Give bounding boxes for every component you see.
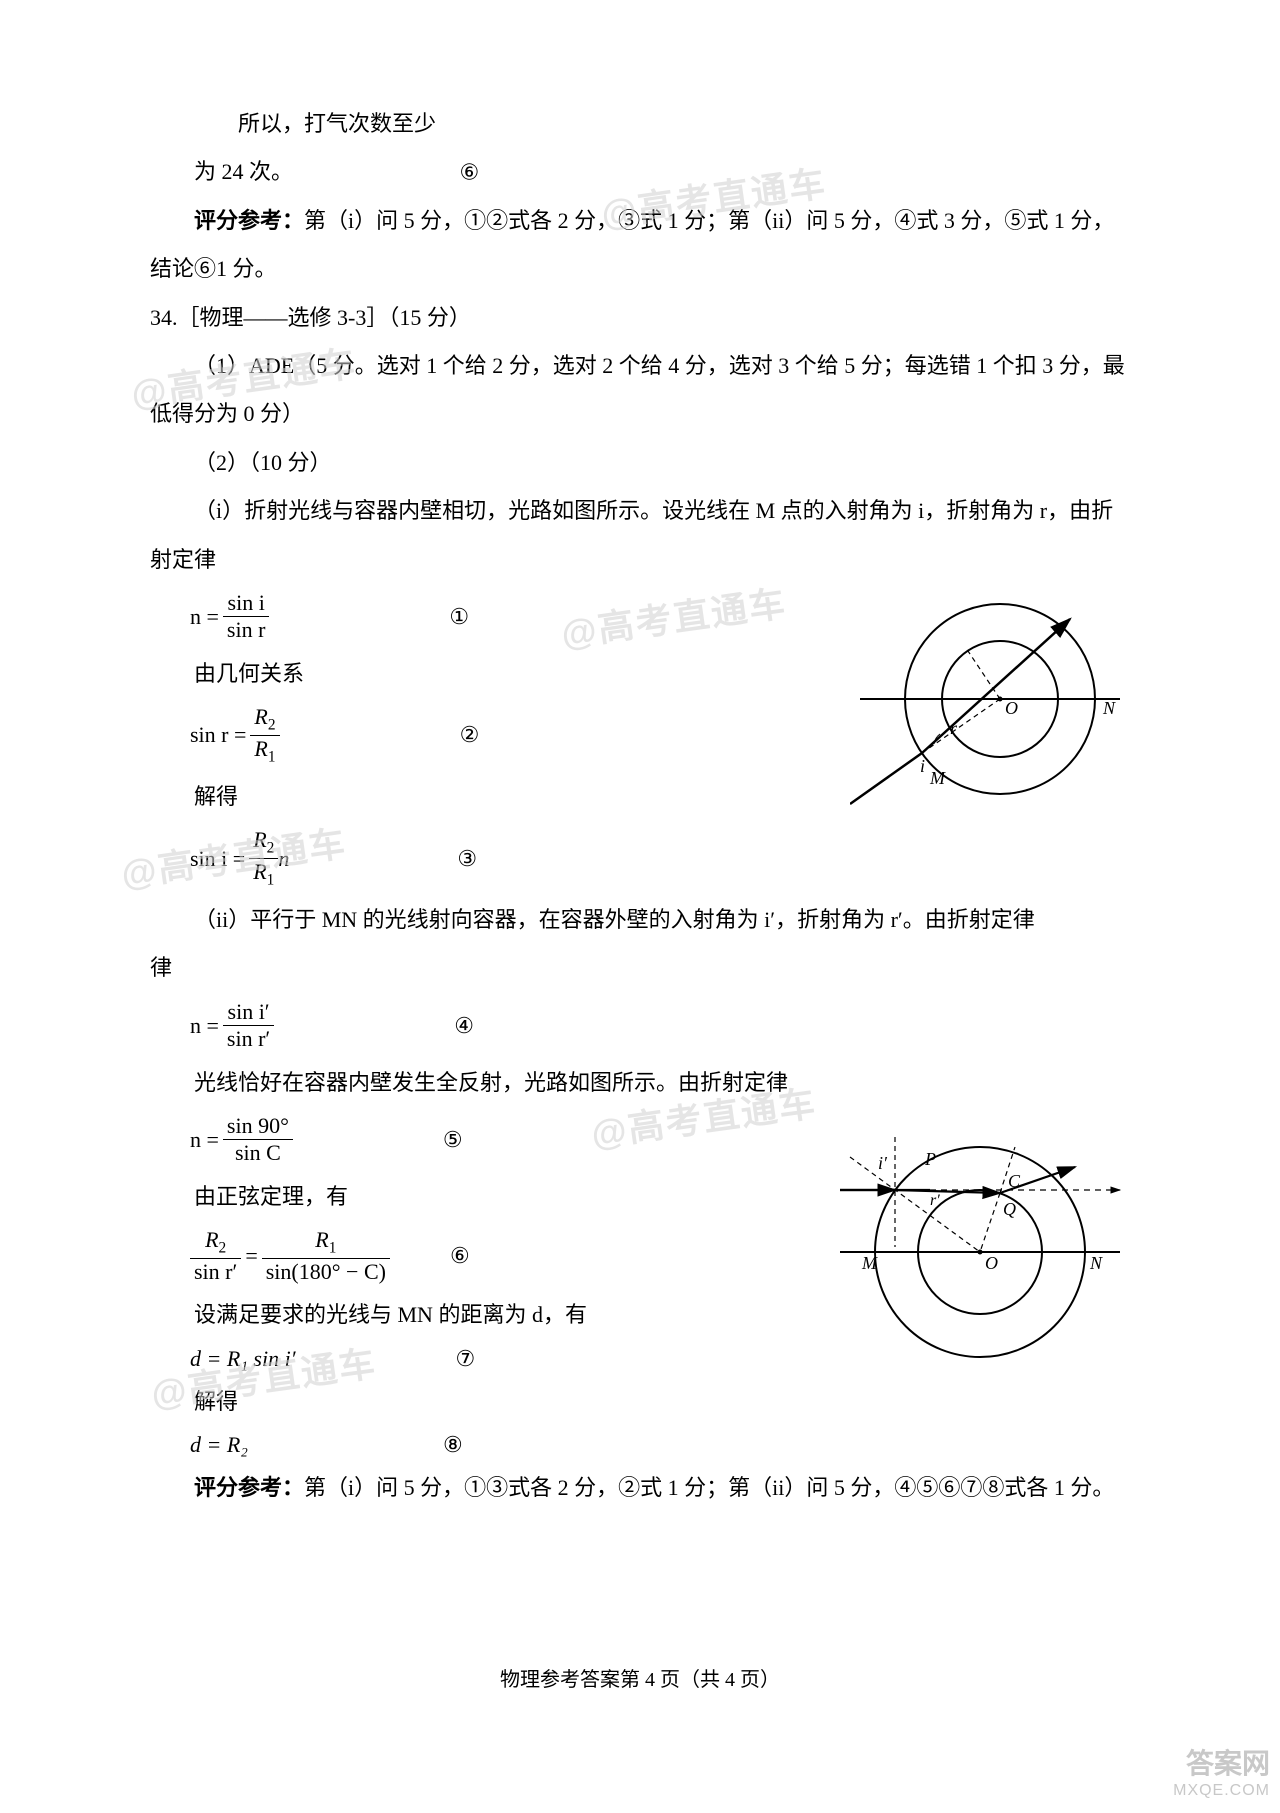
eq-7: d = R₁ sin i′ ⑦ (190, 1346, 820, 1372)
text-line: （i）折射光线与容器内壁相切，光路如图所示。设光线在 M 点的入射角为 i，折射… (150, 487, 1130, 584)
diagram-1-svg: i M r O N (850, 584, 1130, 809)
text-line: 评分参考：第（i）问 5 分，①②式各 2 分，③式 1 分；第（ii）问 5 … (150, 197, 1130, 294)
eq-5: n = sin 90°sin C ⑤ (190, 1113, 820, 1167)
source-watermark: 答案网 MXQE.COM (1173, 1742, 1270, 1800)
eq-4: n = sin i′sin r′ ④ (190, 999, 1130, 1053)
eq-3: sin i = R2 R1 n ③ (190, 827, 1130, 890)
diagram-1: i M r O N (850, 584, 1130, 809)
eq-6: R2 sin r′ = R1 sin(180° − C) ⑥ (190, 1227, 820, 1285)
text-line: （1）ADE（5 分。选对 1 个给 2 分，选对 2 个给 4 分，选对 3 … (150, 342, 1130, 439)
svg-text:i: i (920, 756, 925, 776)
text-line: （ii）平行于 MN 的光线射向容器，在容器外壁的入射角为 i′，折射角为 r′… (150, 896, 1130, 944)
text-line: 律 (150, 944, 1130, 992)
svg-text:N: N (1089, 1253, 1103, 1273)
svg-text:i′: i′ (878, 1153, 888, 1173)
svg-text:O: O (1005, 698, 1018, 718)
question-34-header: 34.［物理——选修 3-3］（15 分） (150, 294, 1130, 342)
svg-text:P: P (924, 1149, 936, 1169)
text-line: 光线恰好在容器内壁发生全反射，光路如图所示。由折射定律 (150, 1059, 1130, 1107)
text-line: 解得 (150, 1378, 1130, 1426)
svg-text:O: O (985, 1253, 998, 1273)
svg-text:M: M (929, 768, 946, 788)
text-line: （2）（10 分） (150, 439, 1130, 487)
page-footer: 物理参考答案第 4 页（共 4 页） (150, 1663, 1130, 1692)
page-container: @高考直通车 @高考直通车 @高考直通车 @高考直通车 @高考直通车 @高考直通… (0, 0, 1280, 1810)
svg-text:r: r (950, 718, 958, 738)
eq-2: sin r = R2 R1 ② (190, 704, 840, 767)
text-line: 评分参考：第（i）问 5 分，①③式各 2 分，②式 1 分；第（ii）问 5 … (150, 1464, 1130, 1512)
diagram-2: i′ P r′ C Q O M N (830, 1107, 1130, 1367)
svg-text:N: N (1102, 698, 1116, 718)
text-line: 所以，打气次数至少为 24 次。 ⑥ (150, 100, 1130, 197)
svg-text:Q: Q (1003, 1199, 1016, 1219)
svg-text:M: M (861, 1253, 878, 1273)
eq-1: n = sin isin r ① (190, 590, 840, 644)
svg-text:r′: r′ (930, 1192, 940, 1209)
diagram-2-svg: i′ P r′ C Q O M N (830, 1107, 1130, 1367)
svg-text:C: C (1008, 1171, 1021, 1191)
eq-8: d = R₂ ⑧ (190, 1432, 1130, 1458)
